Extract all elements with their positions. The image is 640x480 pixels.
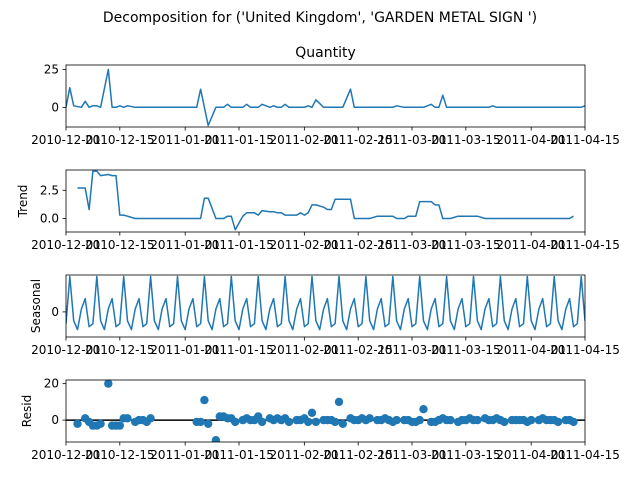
resid-point: [446, 415, 455, 425]
x-tick-label: 2010-12-01: [31, 238, 101, 252]
x-tick-label: 2011-03-15: [431, 343, 501, 357]
x-tick-label: 2010-12-15: [85, 133, 155, 147]
x-tick-label: 2011-02-15: [323, 448, 393, 462]
resid-point: [473, 415, 482, 425]
x-tick-label: 2011-01-01: [150, 238, 220, 252]
x-tick-label: 2011-04-15: [550, 343, 620, 357]
resid-point: [338, 419, 347, 428]
resid-point: [553, 417, 563, 427]
x-tick-label: 2010-12-15: [85, 343, 155, 357]
x-tick-label: 2011-04-01: [496, 343, 566, 357]
x-tick-label: 2011-02-01: [269, 448, 339, 462]
resid-point: [73, 419, 82, 428]
resid-points: [73, 380, 578, 442]
resid-point: [419, 405, 428, 414]
resid-point: [104, 380, 113, 388]
resid-point: [200, 395, 209, 405]
panels-group: 0252010-12-012010-12-152011-01-012011-01…: [31, 63, 620, 462]
x-tick-label: 2011-01-15: [204, 238, 274, 252]
panel-3: 0 2010-12-012010-12-152011-01-012011-01-1…: [31, 274, 620, 357]
panel-1: 0 25 2010-12-012010-12-152011-01-012011-01…: [31, 63, 620, 147]
x-tick-label: 2010-12-01: [31, 343, 101, 357]
x-tick-label: 2011-02-15: [323, 238, 393, 252]
resid-point: [196, 417, 205, 427]
trend-ylabel: Trend: [16, 185, 30, 219]
axes-frame: [65, 379, 586, 443]
resid-point: [527, 415, 536, 425]
resid-point: [415, 415, 424, 425]
x-tick-label: 2011-01-01: [150, 133, 220, 147]
resid-point: [365, 414, 374, 423]
resid-point: [500, 417, 509, 427]
resid-point: [334, 397, 344, 407]
x-tick-label: 2011-04-15: [550, 133, 620, 147]
x-tick-label: 2011-04-01: [496, 448, 566, 462]
x-tick-label: 2011-04-01: [496, 238, 566, 252]
resid-point: [392, 415, 401, 425]
x-tick-label: 2010-12-15: [85, 238, 155, 252]
x-tick-label: 2011-01-15: [204, 448, 274, 462]
y-tick-label: 20: [44, 377, 59, 391]
resid-point: [569, 417, 578, 427]
x-tick-label: 2011-03-15: [431, 448, 501, 462]
x-tick-label: 2011-02-15: [323, 133, 393, 147]
panel-2: 0.02.52010-12-012010-12-152011-01-012011…: [31, 169, 620, 252]
y-tick-label: 0: [51, 305, 59, 319]
y-tick-label: 0: [51, 413, 59, 427]
x-tick-label: 2011-03-01: [377, 133, 447, 147]
resid-point: [211, 436, 221, 442]
resid-point: [123, 414, 132, 423]
x-tick-label: 2011-03-01: [377, 448, 447, 462]
resid-point: [307, 408, 317, 417]
resid-point: [96, 419, 105, 428]
resid-point: [204, 419, 213, 428]
resid-point: [231, 417, 240, 427]
x-tick-label: 2011-02-01: [269, 343, 339, 357]
x-tick-label: 2011-03-15: [431, 238, 501, 252]
x-tick-label: 2010-12-01: [31, 133, 101, 147]
resid-point: [311, 417, 321, 427]
seasonal-ylabel: Seasonal: [29, 279, 43, 333]
x-tick-label: 2011-04-15: [550, 238, 620, 252]
resid-point: [330, 417, 340, 427]
resid-point: [304, 417, 313, 427]
resid-ylabel: Resid: [20, 395, 34, 427]
x-tick-label: 2011-04-01: [496, 133, 566, 147]
axes-frame: [65, 274, 586, 338]
axes-frame: [65, 64, 586, 128]
resid-point: [146, 414, 155, 423]
x-tick-label: 2011-02-01: [269, 133, 339, 147]
y-tick-label: 0: [51, 100, 59, 114]
figure-title: Decomposition for ('United Kingdom', 'GA…: [103, 10, 537, 26]
panel-4: 0 20 2010-12-012010-12-152011-01-012011-01…: [31, 377, 620, 462]
x-tick-label: 2011-01-01: [150, 448, 220, 462]
x-tick-label: 2010-12-15: [85, 448, 155, 462]
x-tick-label: 2011-03-15: [431, 133, 501, 147]
resid-point: [257, 417, 267, 427]
y-tick-label: 25: [44, 63, 59, 77]
resid-point: [284, 417, 294, 427]
x-tick-label: 2011-02-01: [269, 238, 339, 252]
x-tick-label: 2011-01-15: [204, 343, 274, 357]
quantity-line: [66, 68, 585, 127]
y-tick-label: 2.5: [40, 183, 59, 197]
x-tick-label: 2011-01-01: [150, 343, 220, 357]
quantity-panel-title: Quantity: [295, 45, 356, 61]
trend-line: [77, 170, 574, 231]
x-tick-label: 2011-03-01: [377, 238, 447, 252]
seasonal-line: [66, 275, 585, 331]
resid-point: [115, 421, 125, 430]
x-tick-label: 2011-02-15: [323, 343, 393, 357]
y-tick-label: 0.0: [40, 211, 59, 225]
axes-frame: [65, 169, 586, 233]
x-tick-label: 2011-03-01: [377, 343, 447, 357]
x-tick-label: 2010-12-01: [31, 448, 101, 462]
x-tick-label: 2011-01-15: [204, 133, 274, 147]
x-tick-label: 2011-04-15: [550, 448, 620, 462]
